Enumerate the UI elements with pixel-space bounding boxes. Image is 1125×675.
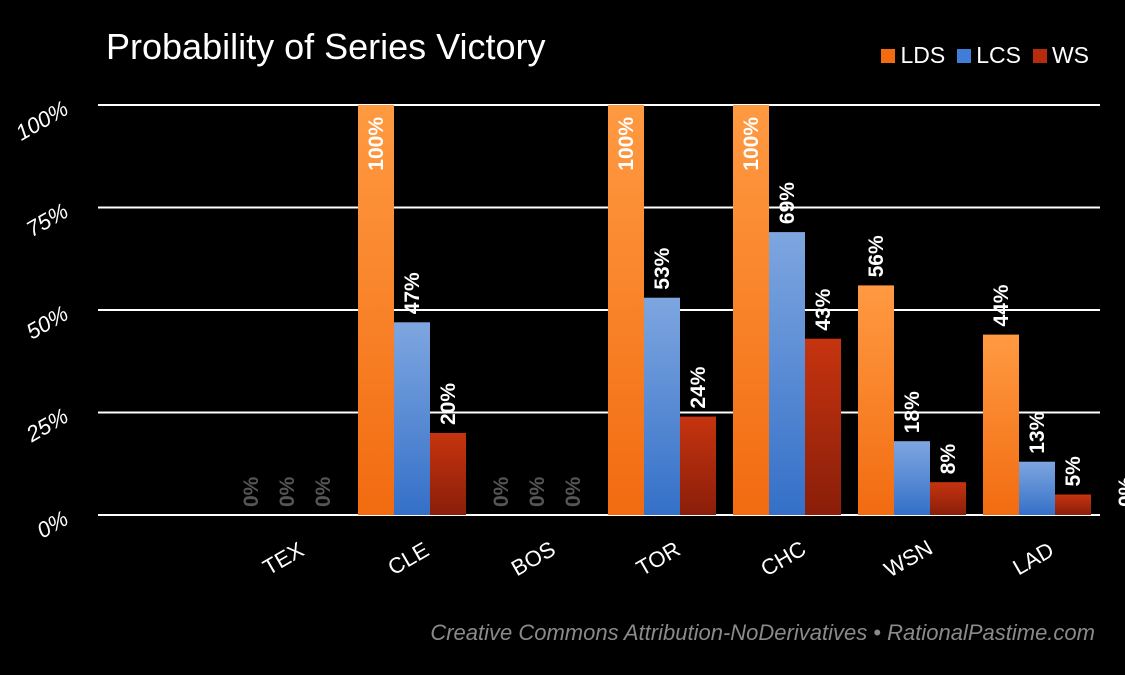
data-label-bos-lcs: 0% xyxy=(526,476,549,507)
data-label-chc-lcs: 69% xyxy=(776,182,799,224)
data-label-lad-ws: 5% xyxy=(1062,456,1085,487)
data-label-chc-lds: 100% xyxy=(740,117,763,171)
bar-wsn-lcs xyxy=(894,441,930,515)
data-label-lad-lcs: 13% xyxy=(1026,411,1049,453)
data-label-cle-lds: 100% xyxy=(365,117,388,171)
data-label-wsn-lcs: 18% xyxy=(901,391,924,433)
legend-swatch-lds xyxy=(881,48,896,63)
ytick-label: 50% xyxy=(22,301,73,345)
category-label-chc: CHC xyxy=(756,536,810,582)
data-label-chc-ws: 43% xyxy=(812,288,835,330)
data-label-wsn-lds: 56% xyxy=(865,235,888,277)
chart-title: Probability of Series Victory xyxy=(106,26,546,67)
bar-tor-ws xyxy=(680,416,716,515)
bar-chc-lds xyxy=(733,105,769,515)
category-label-tor: TOR xyxy=(632,536,684,581)
legend-item-ws: WS xyxy=(1032,42,1089,69)
bar-lad-lds xyxy=(983,334,1019,515)
data-label-tor-ws: 24% xyxy=(687,366,710,408)
data-label-tex-lcs: 0% xyxy=(276,476,299,507)
legend-swatch-ws xyxy=(1032,48,1047,63)
ytick-label: 0% xyxy=(32,506,72,544)
legend-label-lds: LDS xyxy=(900,42,946,68)
legend-item-lds: LDS xyxy=(881,42,945,69)
category-label-wsn: WSN xyxy=(880,535,937,582)
bar-cle-lcs xyxy=(394,322,430,515)
data-label-sfg-lds: 0% xyxy=(1115,476,1125,507)
data-label-bos-ws: 0% xyxy=(562,476,585,507)
category-label-tex: TEX xyxy=(258,537,308,580)
data-label-tor-lcs: 53% xyxy=(651,247,674,289)
bar-tor-lds xyxy=(608,105,644,515)
category-label-lad: LAD xyxy=(1008,537,1058,580)
data-label-cle-ws: 20% xyxy=(437,383,460,425)
bar-wsn-ws xyxy=(930,482,966,515)
ytick-label: 100% xyxy=(11,96,72,146)
bar-cle-lds xyxy=(358,105,394,515)
bar-chc-ws xyxy=(805,338,841,515)
data-label-cle-lcs: 47% xyxy=(401,272,424,314)
bar-chc-lcs xyxy=(769,232,805,515)
category-label-bos: BOS xyxy=(507,536,560,581)
ytick-label: 25% xyxy=(21,403,73,447)
data-label-lad-lds: 44% xyxy=(990,284,1013,326)
data-label-tex-ws: 0% xyxy=(312,476,335,507)
category-label-cle: CLE xyxy=(383,537,433,580)
data-label-tex-lds: 0% xyxy=(240,476,263,507)
legend-label-ws: WS xyxy=(1051,42,1089,68)
legend-label-lcs: LCS xyxy=(976,42,1021,68)
footer-credit: Creative Commons Attribution-NoDerivativ… xyxy=(430,620,1095,645)
bar-cle-ws xyxy=(430,433,466,515)
bar-tor-lcs xyxy=(644,297,680,515)
ytick-label: 75% xyxy=(22,198,73,242)
bar-lad-ws xyxy=(1055,494,1091,515)
legend-item-lcs: LCS xyxy=(957,42,1021,69)
data-label-wsn-ws: 8% xyxy=(937,444,960,475)
bar-lad-lcs xyxy=(1019,461,1055,515)
bar-wsn-lds xyxy=(858,285,894,515)
data-label-bos-lds: 0% xyxy=(490,476,513,507)
legend: LDS LCS WS xyxy=(869,42,1089,69)
legend-swatch-lcs xyxy=(957,48,972,63)
data-label-tor-lds: 100% xyxy=(615,117,638,171)
